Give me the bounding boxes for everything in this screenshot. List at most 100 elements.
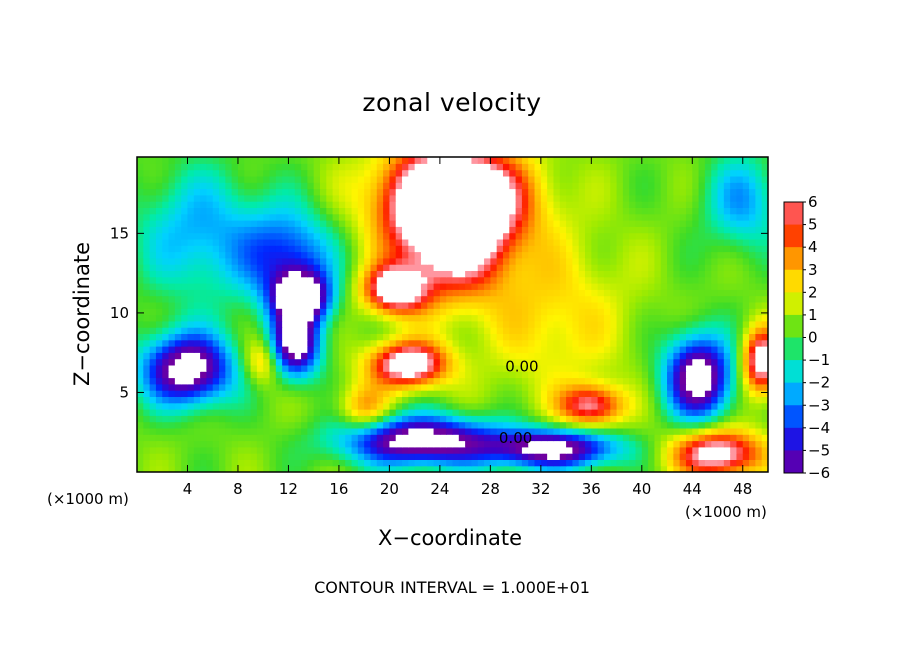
field-cell bbox=[502, 194, 510, 202]
field-cell bbox=[540, 295, 548, 303]
field-cell bbox=[376, 226, 384, 234]
field-cell bbox=[288, 383, 296, 391]
field-cell bbox=[288, 339, 296, 347]
field-cell bbox=[414, 301, 422, 309]
field-cell bbox=[357, 301, 365, 309]
field-cell bbox=[704, 289, 712, 297]
field-cell bbox=[730, 264, 738, 271]
field-cell bbox=[345, 175, 353, 183]
field-cell bbox=[345, 415, 353, 423]
field-cell bbox=[389, 226, 397, 234]
field-cell bbox=[648, 427, 656, 435]
field-cell bbox=[351, 390, 359, 397]
field-cell bbox=[591, 245, 599, 253]
field-cell bbox=[616, 169, 624, 177]
field-cell bbox=[288, 314, 296, 322]
field-cell bbox=[736, 201, 744, 208]
field-cell bbox=[313, 201, 321, 208]
field-cell bbox=[193, 371, 201, 379]
field-cell bbox=[143, 352, 151, 360]
field-cell bbox=[162, 163, 170, 171]
field-cell bbox=[692, 188, 700, 196]
field-cell bbox=[395, 314, 403, 322]
field-cell bbox=[383, 314, 390, 322]
field-cell bbox=[610, 270, 618, 278]
field-cell bbox=[490, 163, 498, 171]
field-cell bbox=[376, 283, 384, 290]
field-cell bbox=[616, 390, 624, 397]
field-cell bbox=[137, 459, 144, 467]
field-cell bbox=[206, 465, 214, 472]
field-cell bbox=[162, 207, 170, 215]
field-cell bbox=[389, 314, 397, 322]
field-cell bbox=[742, 421, 750, 429]
field-cell bbox=[572, 295, 580, 303]
field-cell bbox=[187, 157, 195, 164]
field-cell bbox=[237, 308, 245, 316]
field-cell bbox=[660, 346, 668, 353]
field-cell bbox=[395, 352, 403, 360]
field-cell bbox=[231, 320, 239, 328]
field-cell bbox=[212, 169, 220, 177]
field-cell bbox=[244, 339, 252, 347]
field-cell bbox=[244, 383, 252, 391]
field-cell bbox=[168, 207, 176, 215]
field-cell bbox=[256, 320, 264, 328]
field-cell bbox=[408, 188, 416, 196]
field-cell bbox=[585, 169, 592, 177]
field-cell bbox=[572, 182, 580, 190]
field-cell bbox=[502, 320, 510, 328]
field-cell bbox=[313, 358, 321, 366]
field-cell bbox=[477, 295, 485, 303]
field-cell bbox=[187, 232, 195, 240]
field-cell bbox=[313, 207, 321, 215]
field-cell bbox=[256, 182, 264, 190]
field-cell bbox=[616, 383, 624, 391]
field-cell bbox=[717, 440, 725, 448]
field-cell bbox=[174, 427, 182, 435]
field-cell bbox=[490, 446, 498, 454]
field-cell bbox=[237, 232, 245, 240]
field-cell bbox=[585, 245, 592, 253]
field-cell bbox=[187, 270, 195, 278]
field-cell bbox=[540, 352, 548, 360]
field-cell bbox=[219, 339, 226, 347]
field-cell bbox=[742, 169, 750, 177]
field-cell bbox=[181, 245, 189, 253]
field-cell bbox=[402, 226, 409, 234]
field-cell bbox=[685, 358, 693, 366]
field-cell bbox=[137, 257, 144, 265]
field-cell bbox=[288, 402, 296, 410]
field-cell bbox=[326, 295, 334, 303]
field-cell bbox=[231, 213, 239, 221]
field-cell bbox=[559, 409, 567, 416]
field-cell bbox=[376, 427, 384, 435]
field-cell bbox=[490, 182, 498, 190]
field-cell bbox=[585, 327, 592, 334]
field-cell bbox=[723, 194, 731, 202]
field-cell bbox=[307, 396, 315, 404]
field-cell bbox=[749, 314, 756, 322]
field-cell bbox=[591, 207, 599, 215]
field-cell bbox=[515, 333, 523, 341]
field-cell bbox=[389, 201, 397, 208]
field-cell bbox=[540, 270, 548, 278]
field-cell bbox=[761, 446, 768, 454]
field-cell bbox=[585, 283, 592, 290]
field-cell bbox=[484, 194, 491, 202]
field-cell bbox=[755, 314, 763, 322]
field-cell bbox=[698, 308, 706, 316]
field-cell bbox=[496, 213, 504, 221]
field-cell bbox=[698, 314, 706, 322]
field-cell bbox=[496, 346, 504, 353]
field-cell bbox=[496, 194, 504, 202]
field-cell bbox=[269, 396, 277, 404]
field-cell bbox=[376, 207, 384, 215]
field-cell bbox=[559, 377, 567, 385]
field-cell bbox=[402, 415, 409, 423]
field-cell bbox=[578, 264, 586, 271]
field-cell bbox=[660, 314, 668, 322]
field-cell bbox=[692, 390, 700, 397]
field-cell bbox=[730, 182, 738, 190]
field-cell bbox=[730, 409, 738, 416]
